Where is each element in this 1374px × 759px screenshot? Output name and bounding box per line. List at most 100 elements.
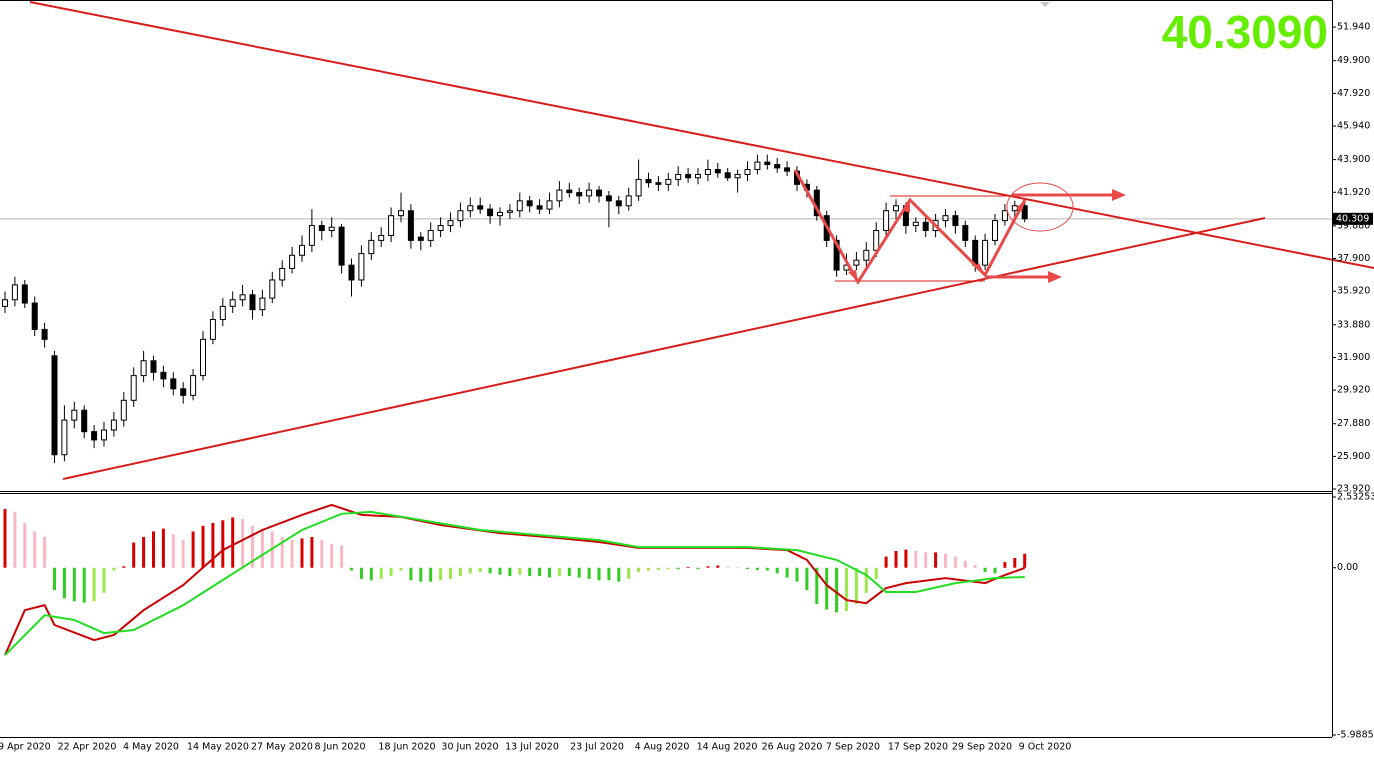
y-tick-label: 41.920	[1337, 187, 1370, 198]
histogram-bar	[944, 553, 947, 568]
histogram-bar	[53, 567, 56, 591]
histogram-bar	[706, 566, 710, 568]
candle-body	[11, 284, 18, 301]
arrow-head	[848, 270, 858, 282]
histogram-bar	[449, 567, 452, 579]
candle-body	[586, 189, 593, 197]
histogram-bar	[439, 567, 443, 581]
x-tick-label: 14 Aug 2020	[697, 742, 758, 753]
histogram-bar	[379, 567, 383, 579]
histogram-bar	[488, 567, 492, 574]
x-tick-label: 26 Aug 2020	[762, 742, 823, 753]
candle-body	[269, 279, 276, 299]
candle-body	[328, 226, 335, 232]
candle-body	[130, 375, 137, 401]
x-tick-label: 14 May 2020	[187, 742, 249, 753]
histogram-bar	[815, 567, 819, 605]
histogram-bar	[716, 565, 720, 568]
candle-body	[437, 225, 444, 232]
histogram-bar	[854, 567, 858, 605]
candle-body	[308, 225, 315, 246]
y-tick-label: 31.900	[1337, 352, 1370, 363]
candle-body	[605, 195, 612, 202]
histogram-bar	[211, 523, 215, 568]
histogram-bar	[23, 523, 27, 568]
x-tick-label: 4 Aug 2020	[635, 742, 690, 753]
histogram-bar	[548, 567, 551, 578]
candle-body	[31, 302, 38, 330]
candle-body	[536, 205, 543, 210]
histogram-bar	[1023, 553, 1027, 568]
candle-body	[101, 429, 107, 441]
candle-body	[1001, 210, 1008, 222]
histogram-bar	[33, 531, 37, 568]
candle-body	[467, 205, 474, 212]
candle-body	[784, 167, 791, 172]
histogram-bar	[924, 552, 928, 568]
histogram-bar	[983, 567, 987, 572]
histogram-bar	[330, 543, 334, 568]
histogram-bar	[765, 567, 769, 571]
histogram-bar	[201, 525, 205, 568]
candle-body	[259, 297, 266, 311]
candle-body	[348, 264, 355, 281]
histogram-bar	[369, 567, 373, 581]
histogram-bar	[72, 567, 76, 602]
x-tick-label: 4 May 2020	[123, 742, 179, 753]
annotations	[29, 1, 1374, 480]
candle-body	[625, 195, 632, 207]
arrow-head	[1048, 271, 1062, 283]
arrow-head	[1112, 189, 1126, 201]
y-tick-label: 45.940	[1337, 120, 1370, 131]
candle-body	[873, 230, 880, 251]
histogram-bar	[775, 567, 779, 574]
histogram-bar	[152, 531, 155, 568]
x-tick-label: 9 Oct 2020	[1019, 742, 1072, 753]
candle-body	[447, 220, 454, 227]
candle-body	[318, 225, 325, 232]
candle-body	[209, 319, 216, 340]
candle-body	[942, 215, 949, 222]
histogram-bar	[320, 539, 324, 568]
candle-body	[180, 388, 187, 396]
trendline	[29, 1, 1374, 269]
histogram-bar	[3, 509, 7, 568]
candle-body	[516, 200, 523, 212]
histogram-bar	[429, 567, 433, 582]
candle-body	[457, 210, 464, 222]
candle-body	[140, 360, 147, 377]
histogram-bar	[340, 545, 344, 568]
candle-body	[744, 169, 751, 175]
histogram-bar	[746, 567, 749, 570]
candle-body	[477, 205, 484, 210]
candle-body	[368, 239, 375, 255]
histogram-bar	[864, 567, 868, 593]
histogram-bar	[171, 534, 175, 568]
histogram-bar	[142, 537, 146, 568]
histogram-bar	[1013, 557, 1017, 568]
histogram-bar	[825, 567, 829, 610]
last-price-label: 40.309	[1336, 213, 1369, 224]
histogram-bar	[726, 566, 730, 568]
histogram-bar	[528, 567, 532, 577]
histogram-bar	[82, 567, 86, 603]
y-tick-label: 43.900	[1337, 154, 1370, 165]
candle-body	[200, 338, 206, 377]
histogram-bar	[498, 567, 502, 575]
candle-body	[526, 200, 533, 207]
histogram-bar	[112, 567, 116, 571]
histogram-bar	[567, 567, 571, 577]
indicator-line	[4, 510, 1025, 656]
histogram-bar	[350, 567, 353, 571]
candle-body	[21, 284, 28, 304]
candle-body	[378, 234, 385, 241]
trendline	[62, 217, 1266, 480]
histogram-bar	[805, 567, 809, 591]
candle-body	[41, 328, 48, 340]
histogram-bar	[963, 560, 967, 568]
candle-body	[407, 210, 414, 241]
histogram-bar	[241, 518, 245, 568]
histogram-bar	[686, 566, 690, 568]
candle-body	[289, 254, 296, 269]
histogram-bar	[419, 567, 423, 582]
